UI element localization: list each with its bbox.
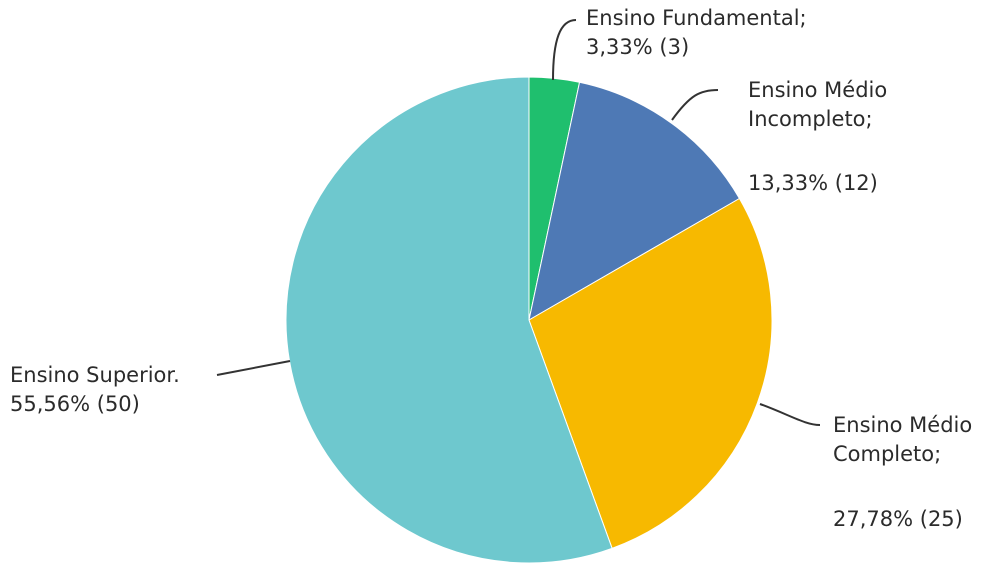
label-superior-value: 55,56% (50): [10, 392, 140, 416]
label-medio-incompleto-value: 13,33% (12): [748, 171, 878, 195]
label-medio-incompleto-line2: Incompleto;: [748, 107, 873, 131]
leader-line-superior: [216, 360, 291, 376]
label-medio-completo-line1: Ensino Médio: [833, 413, 972, 437]
pie-slices: [285, 76, 773, 563]
leader-line-fundamental: [552, 19, 577, 81]
label-medio-completo-value: 27,78% (25): [833, 507, 963, 531]
label-fundamental-value: 3,33% (3): [586, 35, 689, 59]
slice-labels: Ensino Fundamental; 3,33% (3) Ensino Méd…: [10, 6, 972, 531]
label-superior-line1: Ensino Superior.: [10, 363, 180, 387]
label-medio-incompleto-line1: Ensino Médio: [748, 78, 887, 102]
label-fundamental-line1: Ensino Fundamental;: [586, 6, 807, 30]
leader-line-medio-completo: [759, 403, 821, 426]
leader-lines: [216, 19, 821, 426]
pie-slice-ensino-superior: [285, 76, 613, 563]
pie-slice-ensino-medio-completo: [528, 197, 773, 549]
label-medio-completo-line2: Completo;: [833, 442, 941, 466]
leader-line-medio-incompleto: [671, 89, 719, 121]
pie-slice-ensino-medio-incompleto: [528, 81, 741, 321]
